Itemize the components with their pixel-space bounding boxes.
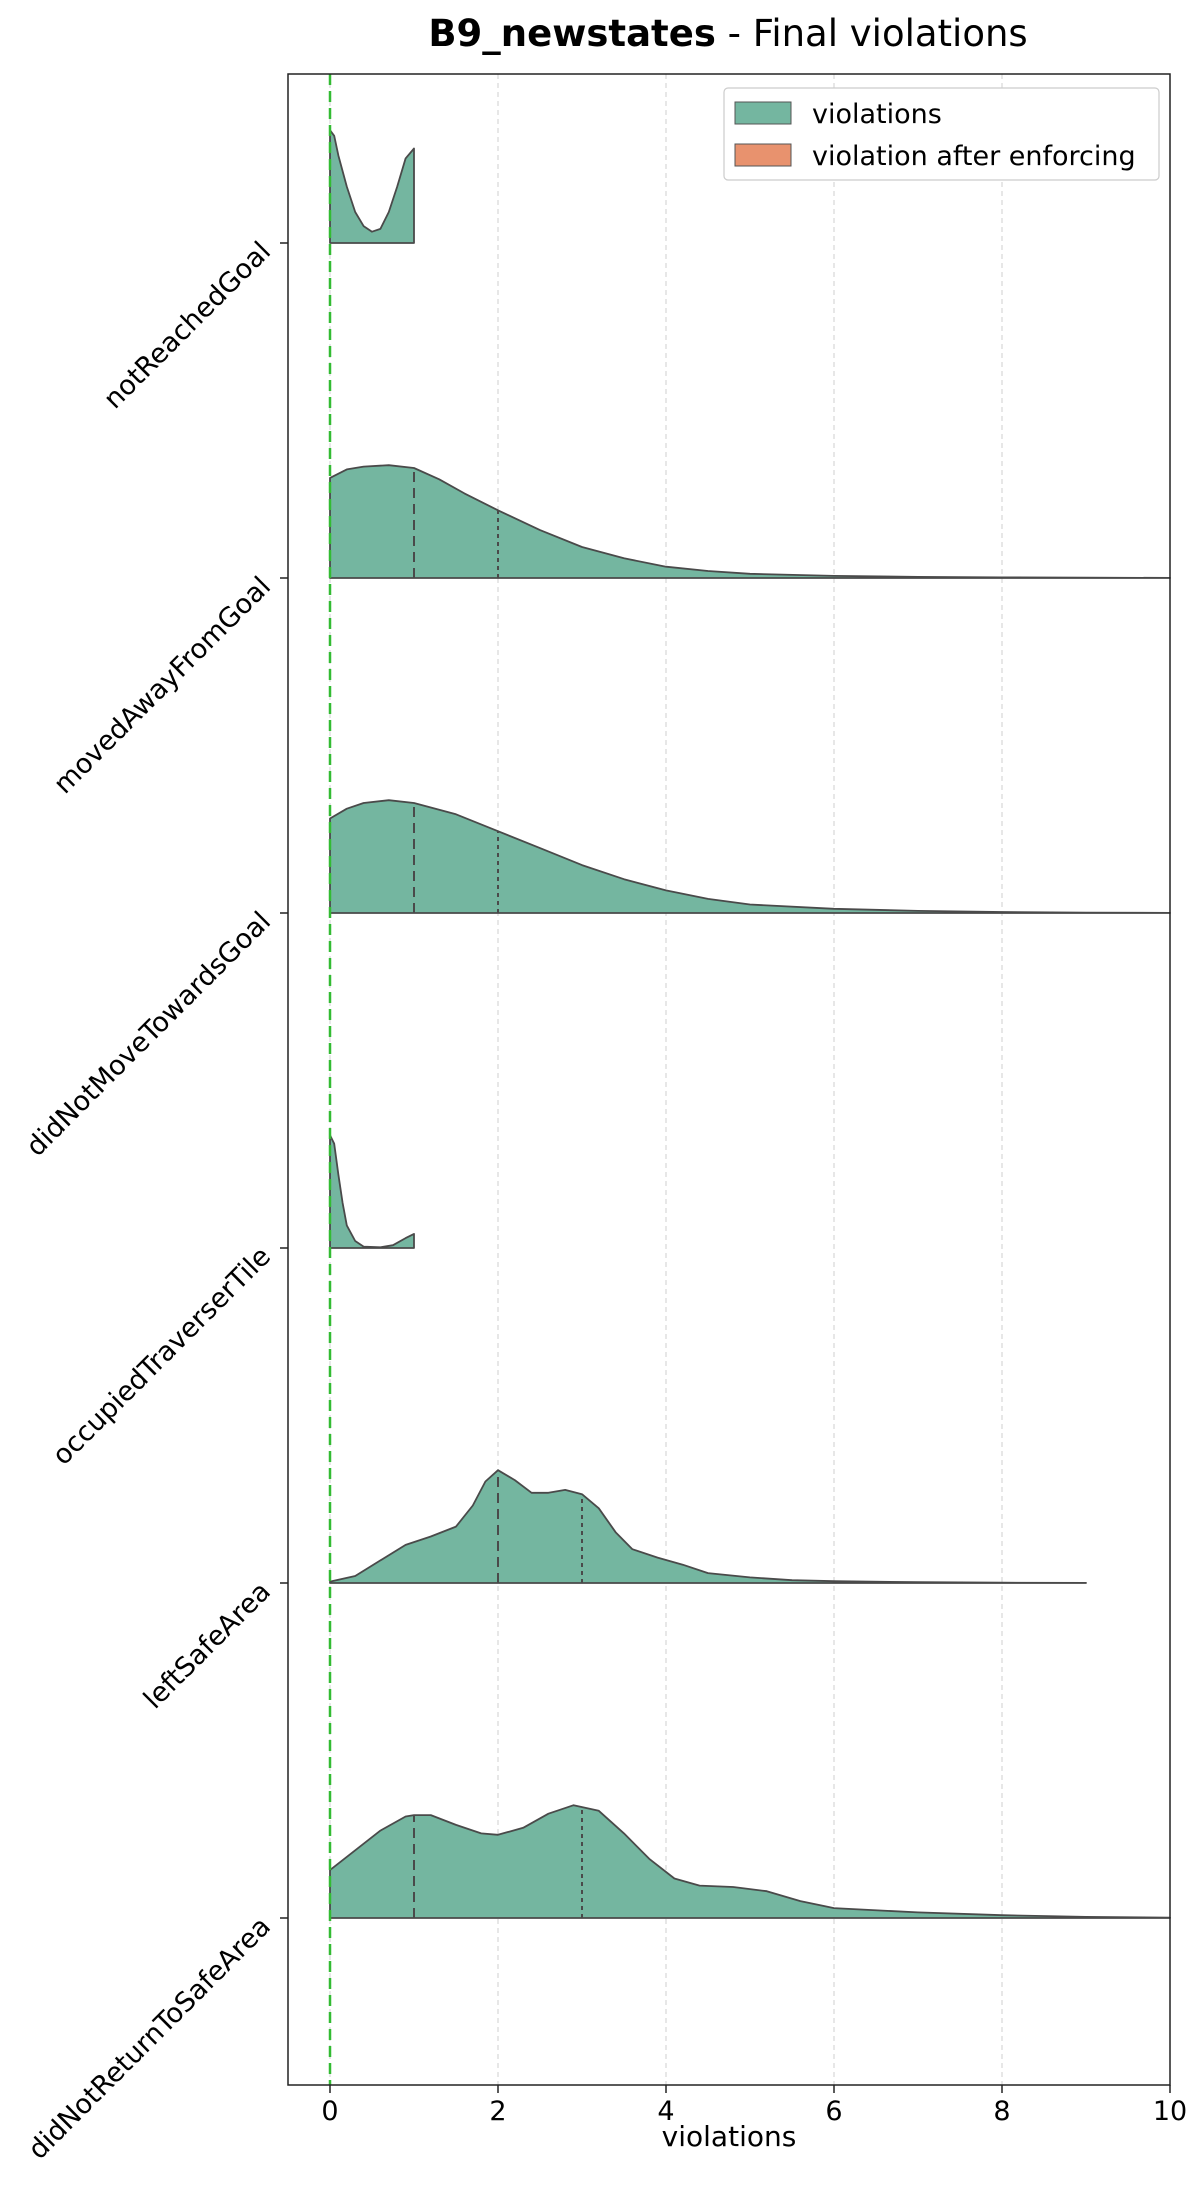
violin-didNotReturnToSafeArea	[329, 1804, 1171, 1919]
violin-layer	[329, 129, 1171, 1919]
grid-layer	[329, 74, 1171, 2085]
violin-notReachedGoal	[329, 129, 415, 244]
x-tick-label: 6	[825, 2096, 842, 2127]
y-tick-label-didNotReturnToSafeArea: didNotReturnToSafeArea	[22, 1911, 277, 2166]
chart-title-rest: - Final violations	[716, 12, 1028, 55]
violin-movedAwayFromGoal	[329, 464, 1171, 579]
y-tick-label-notReachedGoal: notReachedGoal	[98, 236, 277, 415]
x-tick-label: 4	[657, 2096, 674, 2127]
violin-occupiedTraverserTile	[329, 1134, 415, 1249]
x-tick-label: 0	[321, 2096, 338, 2127]
legend-label: violation after enforcing	[812, 141, 1136, 172]
legend: violations violation after enforcing	[723, 87, 1160, 181]
y-tick-label-movedAwayFromGoal: movedAwayFromGoal	[48, 571, 277, 800]
chart-title-bold: B9_newstates	[428, 12, 716, 55]
legend-box	[723, 87, 1160, 181]
violin-didNotMoveTowardsGoal	[329, 799, 1171, 914]
x-tick-label: 8	[993, 2096, 1010, 2127]
legend-swatch	[734, 101, 792, 125]
violin-leftSafeArea	[329, 1469, 1087, 1584]
x-axis-label: violations	[662, 2120, 797, 2153]
legend-label: violations	[812, 99, 942, 130]
legend-swatch	[734, 143, 792, 167]
x-tick-label: 10	[1153, 2096, 1187, 2127]
y-tick-label-occupiedTraverserTile: occupiedTraverserTile	[47, 1241, 277, 1471]
y-tick-label-didNotMoveTowardsGoal: didNotMoveTowardsGoal	[20, 906, 277, 1163]
chart-title: B9_newstates - Final violations	[428, 12, 1027, 55]
x-tick-label: 2	[489, 2096, 506, 2127]
y-tick-label-leftSafeArea: leftSafeArea	[138, 1576, 277, 1715]
plot-frame	[287, 73, 1171, 2086]
